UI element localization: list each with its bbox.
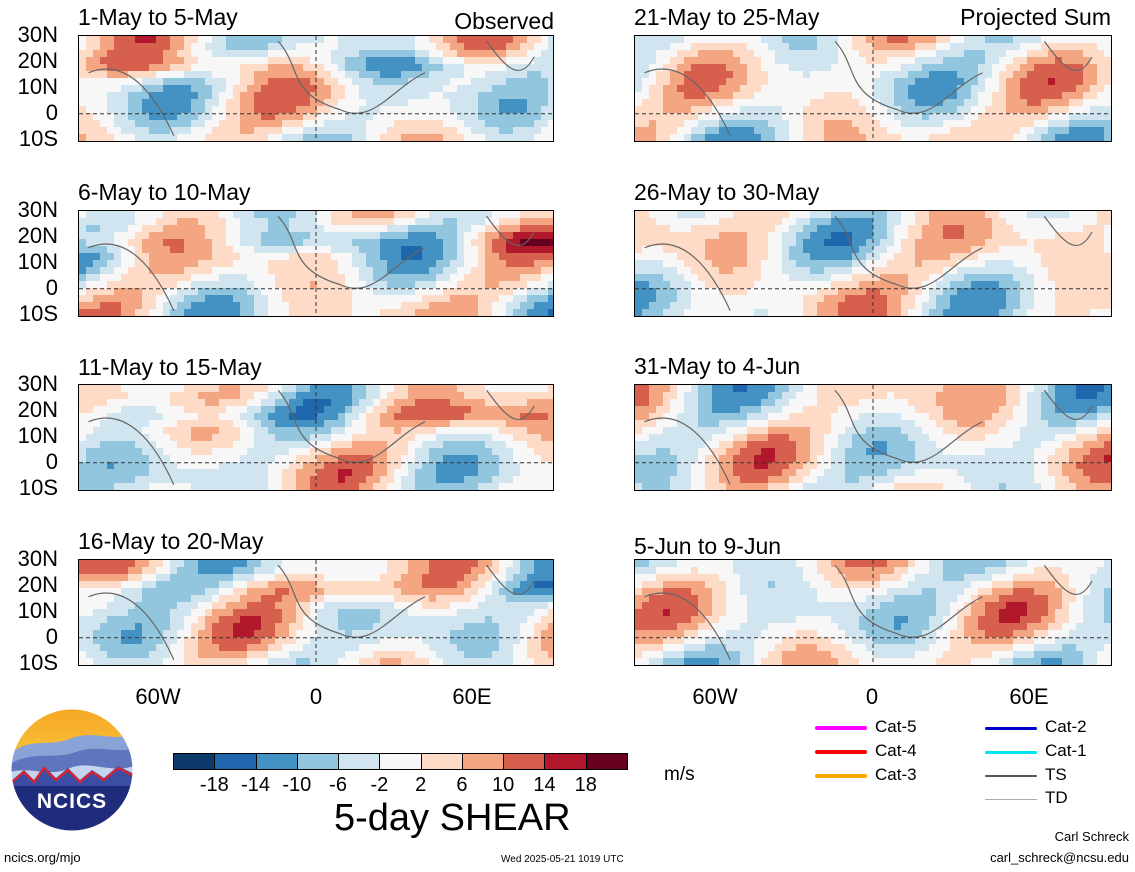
shear-map <box>78 210 554 317</box>
shear-map <box>78 384 554 491</box>
legend-swatch <box>985 750 1037 754</box>
colorbar-tick-label: 6 <box>456 774 468 796</box>
lat-label: 20N <box>17 572 58 597</box>
colorbar-cell <box>461 753 505 770</box>
lat-label: 10N <box>17 423 58 448</box>
panel-title: 26-May to 30-May <box>634 179 820 205</box>
colorbar-tick-label: -6 <box>329 774 347 796</box>
colorbar-tick-label: -14 <box>241 774 270 796</box>
shear-map <box>634 384 1112 491</box>
colorbar-cell <box>296 753 340 770</box>
colorbar-cell <box>173 753 216 770</box>
colorbar-tick-label: -10 <box>282 774 312 796</box>
colorbar-cell <box>420 753 463 770</box>
panel-title: 1-May to 5-May <box>78 4 238 30</box>
colorbar-cell <box>544 753 587 770</box>
ncics-logo: NCICS <box>10 708 134 832</box>
lat-label: 10N <box>17 74 58 99</box>
lat-label: 10S <box>18 126 58 151</box>
colorbar-tick-label: -2 <box>370 774 389 796</box>
colorbar-cell <box>255 753 298 770</box>
panel-title: 5-Jun to 9-Jun <box>634 533 782 559</box>
colorbar-title: 5-day SHEAR <box>334 797 571 839</box>
panel-title: 16-May to 20-May <box>78 528 264 554</box>
legend-swatch <box>985 726 1037 730</box>
colorbar-cell <box>503 753 546 770</box>
lat-label: 10S <box>18 301 58 326</box>
lon-label: 0 <box>309 684 323 709</box>
lat-label: 0 <box>45 100 58 125</box>
panel-corner-label: Projected Sum <box>960 4 1111 30</box>
legend-label: TS <box>1045 765 1067 784</box>
panel-title: 31-May to 4-Jun <box>634 353 801 379</box>
colorbar-tick-label: 18 <box>574 774 597 796</box>
lon-label: 60W <box>135 684 181 709</box>
lat-label: 0 <box>45 275 58 300</box>
footer-author: Carl Schreck <box>1054 829 1129 844</box>
legend-swatch <box>815 726 867 730</box>
panel-title: 11-May to 15-May <box>78 354 262 380</box>
colorbar-cell <box>379 753 422 770</box>
lat-label: 10S <box>18 475 58 500</box>
footer-site: ncics.org/mjo <box>4 850 81 865</box>
lon-label: 0 <box>865 684 879 709</box>
lat-label: 20N <box>17 48 58 73</box>
lat-label: 0 <box>45 449 58 474</box>
lat-label: 30N <box>17 546 58 571</box>
colorbar-cell <box>214 753 257 770</box>
lon-label: 60E <box>452 684 492 709</box>
legend-swatch <box>815 774 867 778</box>
legend-label: TD <box>1045 788 1068 807</box>
shear-map <box>78 559 554 666</box>
legend-label: Cat-4 <box>875 741 917 760</box>
colorbar-cell <box>338 753 381 770</box>
colorbar-tick-label: 2 <box>415 774 427 796</box>
colorbar-tick-label: 10 <box>492 774 515 796</box>
lat-label: 10N <box>17 598 58 623</box>
legend-label: Cat-2 <box>1045 717 1087 736</box>
lat-label: 20N <box>17 397 58 422</box>
shear-map <box>78 35 554 142</box>
shear-map <box>634 559 1112 666</box>
lat-label: 10N <box>17 249 58 274</box>
colorbar: -18 -14 -10 -6 -2 2 6 10 14 18 <box>173 753 628 796</box>
lat-label: 30N <box>17 371 58 396</box>
footer-timestamp: Wed 2025-05-21 1019 UTC <box>501 854 624 865</box>
legend-label: Cat-1 <box>1045 741 1087 760</box>
lat-label: 10S <box>18 650 58 675</box>
panel-corner-label: Observed <box>454 8 554 34</box>
legend-swatch <box>815 750 867 754</box>
lon-label: 60E <box>1009 684 1049 709</box>
colorbar-tick-label: 14 <box>533 774 556 796</box>
legend-label: Cat-5 <box>875 717 917 736</box>
panel-title: 21-May to 25-May <box>634 4 820 30</box>
lat-label: 20N <box>17 223 58 248</box>
colorbar-tick-label: -18 <box>199 774 229 796</box>
colorbar-cell <box>585 753 628 770</box>
footer-email: carl_schreck@ncsu.edu <box>990 850 1129 865</box>
colorbar-unit: m/s <box>664 764 695 785</box>
lat-label: 30N <box>17 22 58 47</box>
legend-label: Cat-3 <box>875 765 917 784</box>
lat-label: 0 <box>45 624 58 649</box>
shear-map <box>634 35 1112 142</box>
legend-swatch <box>985 775 1037 777</box>
panel-title: 6-May to 10-May <box>78 179 251 205</box>
lon-label: 60W <box>692 684 738 709</box>
logo-text: NCICS <box>36 790 108 813</box>
shear-map <box>634 210 1112 317</box>
legend-swatch <box>985 798 1037 800</box>
lat-label: 30N <box>17 197 58 222</box>
